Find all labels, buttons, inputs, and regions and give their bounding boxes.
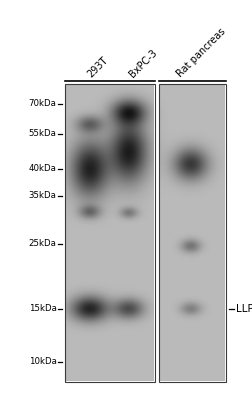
Text: 40kDa: 40kDa <box>28 164 56 173</box>
Bar <box>159 84 226 382</box>
Text: LLPH: LLPH <box>235 304 252 314</box>
Text: 25kDa: 25kDa <box>28 240 56 248</box>
Text: 293T: 293T <box>85 55 109 79</box>
Text: 55kDa: 55kDa <box>28 130 56 138</box>
Text: 15kDa: 15kDa <box>28 304 56 313</box>
Text: BxPC-3: BxPC-3 <box>127 48 158 79</box>
Text: Rat pancreas: Rat pancreas <box>174 27 227 79</box>
Text: 35kDa: 35kDa <box>28 192 56 200</box>
Text: 70kDa: 70kDa <box>28 100 56 108</box>
Bar <box>64 84 154 382</box>
Text: 10kDa: 10kDa <box>28 358 56 366</box>
